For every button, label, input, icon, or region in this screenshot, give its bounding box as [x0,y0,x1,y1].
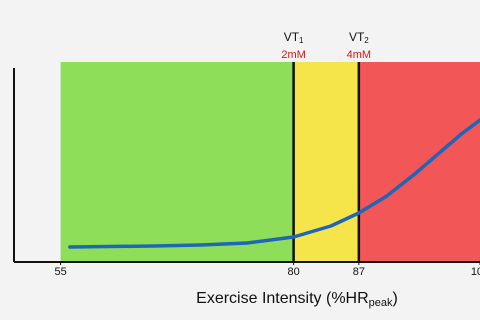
threshold-name-text: VT [284,30,300,44]
x-tick-label: 80 [287,266,299,278]
threshold-label: 2mM [281,49,305,61]
x-tick-label: 100 [471,266,480,278]
threshold-name: VT2 [349,30,369,45]
threshold-name-text: VT [349,30,365,44]
zone [293,62,359,262]
x-tick-label: 55 [54,266,66,278]
threshold-name-sub: 2 [364,36,369,45]
series-line [68,118,480,249]
zone [60,62,294,262]
x-axis-label: Exercise Intensity (%HRpeak) [196,290,398,309]
threshold-label: 4mM [347,49,371,61]
threshold-name-sub: 1 [299,36,304,45]
zone [358,62,480,262]
threshold-name: VT1 [284,30,304,45]
x-tick-label: 87 [353,266,365,278]
